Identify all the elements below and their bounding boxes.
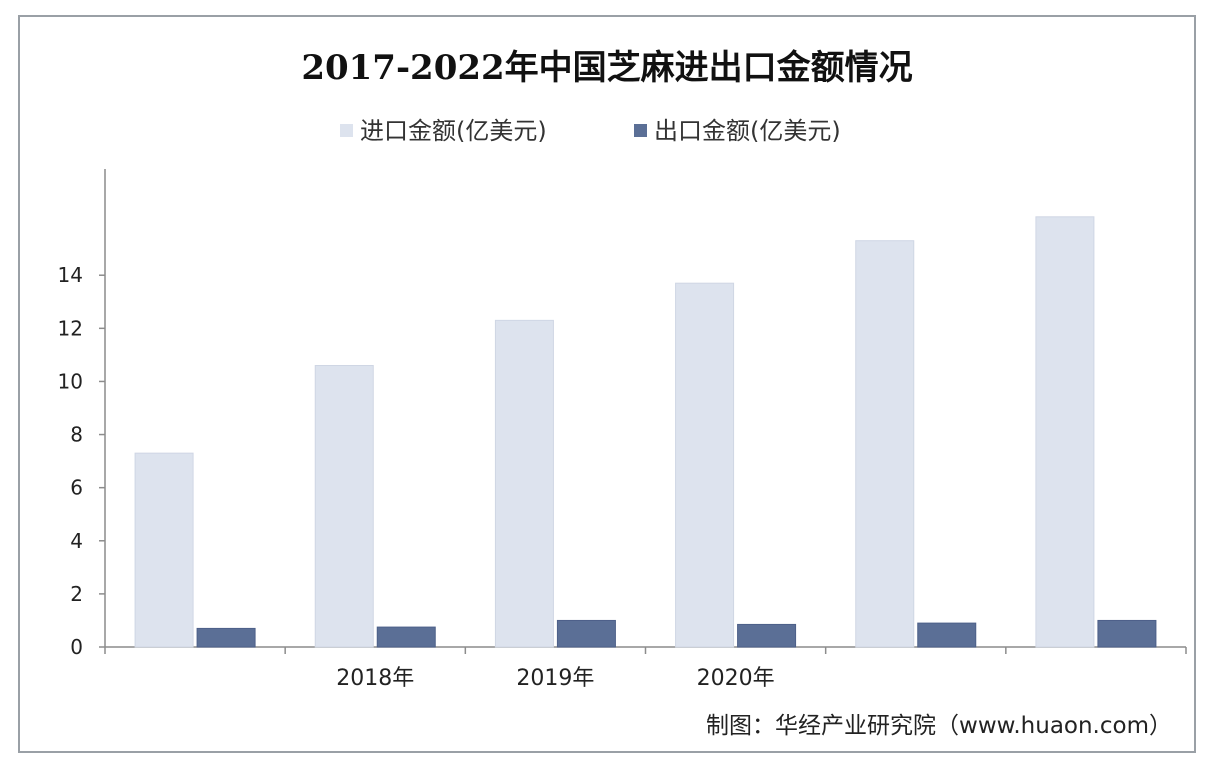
y-tick-label: 10 xyxy=(58,369,83,393)
source-credit: 制图：华经产业研究院（www.huaon.com） xyxy=(706,713,1172,739)
y-tick-label: 4 xyxy=(70,529,83,553)
bars xyxy=(134,216,1157,648)
legend-swatch-import xyxy=(340,124,353,137)
bar-import xyxy=(134,452,194,648)
category-label: 2019年 xyxy=(516,666,594,691)
bar-import xyxy=(1035,216,1095,648)
category-label: 2018年 xyxy=(336,666,414,691)
y-tick-label: 2 xyxy=(70,582,83,606)
bar-export xyxy=(556,619,616,648)
y-tick-label: 12 xyxy=(58,316,83,340)
category-labels: 2018年 2019年 2020年 xyxy=(336,666,774,691)
y-tick-label: 6 xyxy=(70,476,83,500)
x-axis-ticks xyxy=(104,647,1187,654)
bar-import xyxy=(314,365,374,648)
bar-export xyxy=(917,622,977,648)
chart-title: 2017-2022年中国芝麻进出口金额情况 xyxy=(301,48,912,88)
bar-export xyxy=(737,623,797,648)
legend-label-export: 出口金额(亿美元) xyxy=(654,117,841,145)
bar-import xyxy=(675,282,735,648)
legend-label-import: 进口金额(亿美元) xyxy=(360,117,547,145)
legend-swatch-export xyxy=(634,124,647,137)
y-axis-ticks: 0 2 4 6 8 10 12 14 xyxy=(58,263,105,659)
legend: 进口金额(亿美元) 出口金额(亿美元) xyxy=(340,117,841,145)
category-label: 2020年 xyxy=(697,666,775,691)
bar-import xyxy=(494,319,554,648)
bar-export xyxy=(376,626,436,648)
chart-canvas: 2017-2022年中国芝麻进出口金额情况 进口金额(亿美元) 出口金额(亿美元… xyxy=(58,48,1187,739)
bar-import xyxy=(855,240,915,648)
y-tick-label: 0 xyxy=(70,635,83,659)
y-tick-label: 8 xyxy=(70,423,83,447)
y-tick-label: 14 xyxy=(58,263,83,287)
bar-export xyxy=(196,627,256,648)
bar-export xyxy=(1097,619,1157,648)
chart-frame: 2017-2022年中国芝麻进出口金额情况 进口金额(亿美元) 出口金额(亿美元… xyxy=(18,15,1196,753)
